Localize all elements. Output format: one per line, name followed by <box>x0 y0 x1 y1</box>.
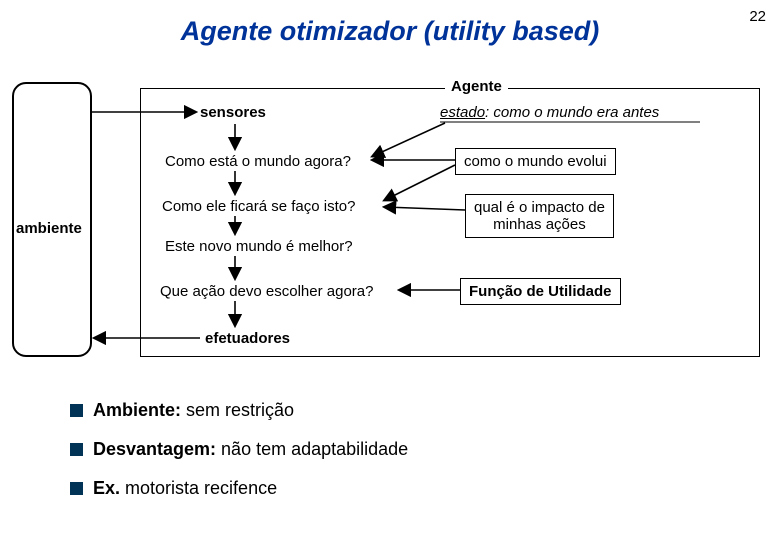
question-2: Como ele ficará se faço isto? <box>162 198 355 215</box>
question-1: Como está o mundo agora? <box>165 153 351 170</box>
estado-label: estado <box>440 104 485 121</box>
bullet-list: Ambiente: sem restrição Desvantagem: não… <box>70 400 408 517</box>
efetuadores-label: efetuadores <box>205 330 290 347</box>
sensores-label: sensores <box>200 104 266 121</box>
impacto-box: qual é o impacto de minhas ações <box>465 194 614 238</box>
bullet-item: Ambiente: sem restrição <box>70 400 408 421</box>
bullet-text: Ex. motorista recifence <box>93 478 277 499</box>
bullet-item: Ex. motorista recifence <box>70 478 408 499</box>
bullet-rest: não tem adaptabilidade <box>216 439 408 459</box>
estado-rest: : como o mundo era antes <box>485 104 659 121</box>
bullet-text: Desvantagem: não tem adaptabilidade <box>93 439 408 460</box>
question-3: Este novo mundo é melhor? <box>165 238 353 255</box>
slide-title: Agente otimizador (utility based) <box>0 0 780 47</box>
estado-text: estado: como o mundo era antes <box>440 104 659 121</box>
bullet-rest: sem restrição <box>181 400 294 420</box>
utilidade-box: Função de Utilidade <box>460 278 621 305</box>
bullet-text: Ambiente: sem restrição <box>93 400 294 421</box>
bullet-label: Desvantagem: <box>93 439 216 459</box>
bullet-label: Ambiente: <box>93 400 181 420</box>
bullet-square-icon <box>70 482 83 495</box>
bullet-label: Ex. <box>93 478 120 498</box>
agente-box <box>140 88 760 357</box>
page-number: 22 <box>749 8 766 25</box>
ambiente-label: ambiente <box>16 220 82 237</box>
impacto-line1: qual é o impacto de <box>474 199 605 216</box>
bullet-square-icon <box>70 443 83 456</box>
bullet-rest: motorista recifence <box>120 478 277 498</box>
bullet-square-icon <box>70 404 83 417</box>
evolui-box: como o mundo evolui <box>455 148 616 175</box>
agente-legend: Agente <box>445 78 508 95</box>
question-4: Que ação devo escolher agora? <box>160 283 373 300</box>
impacto-line2: minhas ações <box>474 216 605 233</box>
bullet-item: Desvantagem: não tem adaptabilidade <box>70 439 408 460</box>
agent-diagram: ambiente Agente sensores estado: como o … <box>0 70 780 370</box>
